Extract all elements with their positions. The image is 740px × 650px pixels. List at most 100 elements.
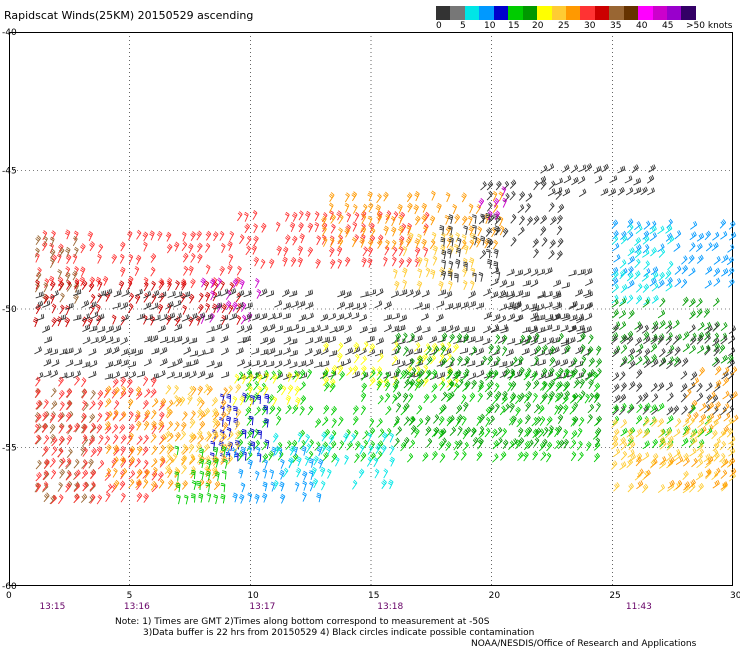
wind-barb <box>323 404 330 415</box>
wind-barb <box>321 336 330 344</box>
colorbar-swatch <box>565 6 581 20</box>
wind-barb <box>376 380 382 391</box>
wind-barb <box>232 278 239 289</box>
wind-barb <box>120 359 129 367</box>
wind-barb <box>344 192 350 203</box>
wind-barb <box>538 337 547 345</box>
wind-barb <box>308 470 314 481</box>
wind-barb <box>80 243 86 254</box>
wind-barb <box>35 291 44 299</box>
wind-barb <box>58 494 64 505</box>
wind-barb <box>269 404 276 415</box>
wind-barb <box>59 304 65 315</box>
wind-barb <box>409 378 416 389</box>
wind-barb <box>697 482 704 493</box>
colorbar-swatch <box>537 6 552 20</box>
wind-barb <box>457 425 463 436</box>
wind-barb <box>196 453 203 464</box>
wind-barb <box>666 356 675 365</box>
wind-barb <box>416 233 422 244</box>
wind-barb <box>485 248 491 259</box>
wind-barb <box>584 291 593 299</box>
colorbar-swatch <box>681 6 696 20</box>
wind-barb <box>628 347 636 357</box>
wind-barb <box>314 222 320 232</box>
wind-barb <box>530 279 539 288</box>
wind-barb <box>367 202 374 213</box>
wind-barb <box>317 458 324 469</box>
wind-barb <box>328 312 337 321</box>
wind-barb <box>248 397 254 408</box>
wind-barb <box>439 380 446 391</box>
wind-barb <box>682 470 689 481</box>
wind-barb <box>510 438 518 448</box>
wind-barb <box>626 231 634 241</box>
wind-barb <box>291 439 298 450</box>
wind-barb <box>105 483 113 493</box>
wind-barb <box>369 369 376 379</box>
wind-barb <box>321 416 329 426</box>
wind-barb <box>59 457 66 468</box>
wind-barb <box>409 357 415 368</box>
wind-barb <box>697 418 705 429</box>
wind-barb <box>73 246 79 257</box>
wind-barb <box>81 400 87 411</box>
wind-barb <box>395 344 402 355</box>
wind-barb <box>167 361 176 369</box>
wind-barb <box>705 266 713 275</box>
wind-barb <box>58 389 65 400</box>
wind-barb <box>222 387 228 397</box>
wind-barb <box>649 232 657 242</box>
wind-barb <box>545 315 554 323</box>
wind-barb <box>612 270 619 281</box>
wind-barb <box>393 378 400 389</box>
wind-barb <box>502 390 508 401</box>
wind-barb <box>506 268 515 276</box>
wind-barb <box>722 425 729 435</box>
wind-barb <box>273 312 283 320</box>
wind-barb <box>73 314 82 321</box>
wind-barb <box>577 175 586 185</box>
wind-barb <box>674 358 682 368</box>
wind-barb <box>34 282 40 293</box>
wind-barb <box>536 268 546 276</box>
wind-barb <box>313 361 323 368</box>
wind-barb <box>120 376 126 387</box>
wind-barb <box>198 420 206 431</box>
wind-barb <box>51 230 56 241</box>
wind-barb <box>352 415 359 426</box>
wind-barb <box>343 358 352 366</box>
wind-barb <box>470 427 477 438</box>
wind-barb <box>448 260 454 271</box>
wind-barb <box>720 354 728 364</box>
wind-barb <box>352 221 358 232</box>
wind-barb <box>321 215 327 226</box>
wind-barb <box>492 369 499 380</box>
wind-barb <box>448 415 455 425</box>
wind-barb <box>636 382 643 392</box>
wind-barb <box>150 388 157 398</box>
wind-barb <box>431 342 438 353</box>
wind-barb <box>448 237 454 247</box>
wind-barb <box>112 371 121 379</box>
wind-barb <box>667 235 675 245</box>
wind-barb <box>220 335 229 344</box>
wind-barb <box>59 348 68 356</box>
wind-barb <box>659 297 666 308</box>
wind-barb <box>256 452 262 463</box>
wind-barb <box>35 300 44 309</box>
wind-barb <box>144 335 153 343</box>
wind-barb <box>143 420 150 431</box>
wind-barb <box>438 342 445 352</box>
wind-barb <box>556 214 563 225</box>
wind-barb <box>518 392 525 403</box>
wind-barb <box>486 258 492 269</box>
wind-barb <box>651 438 658 449</box>
wind-barb <box>727 267 735 277</box>
wind-barb <box>261 418 269 428</box>
wind-barb <box>327 336 337 344</box>
wind-barb <box>501 395 508 405</box>
wind-barb <box>351 370 361 379</box>
wind-barb <box>500 326 509 334</box>
wind-barb <box>352 203 358 214</box>
